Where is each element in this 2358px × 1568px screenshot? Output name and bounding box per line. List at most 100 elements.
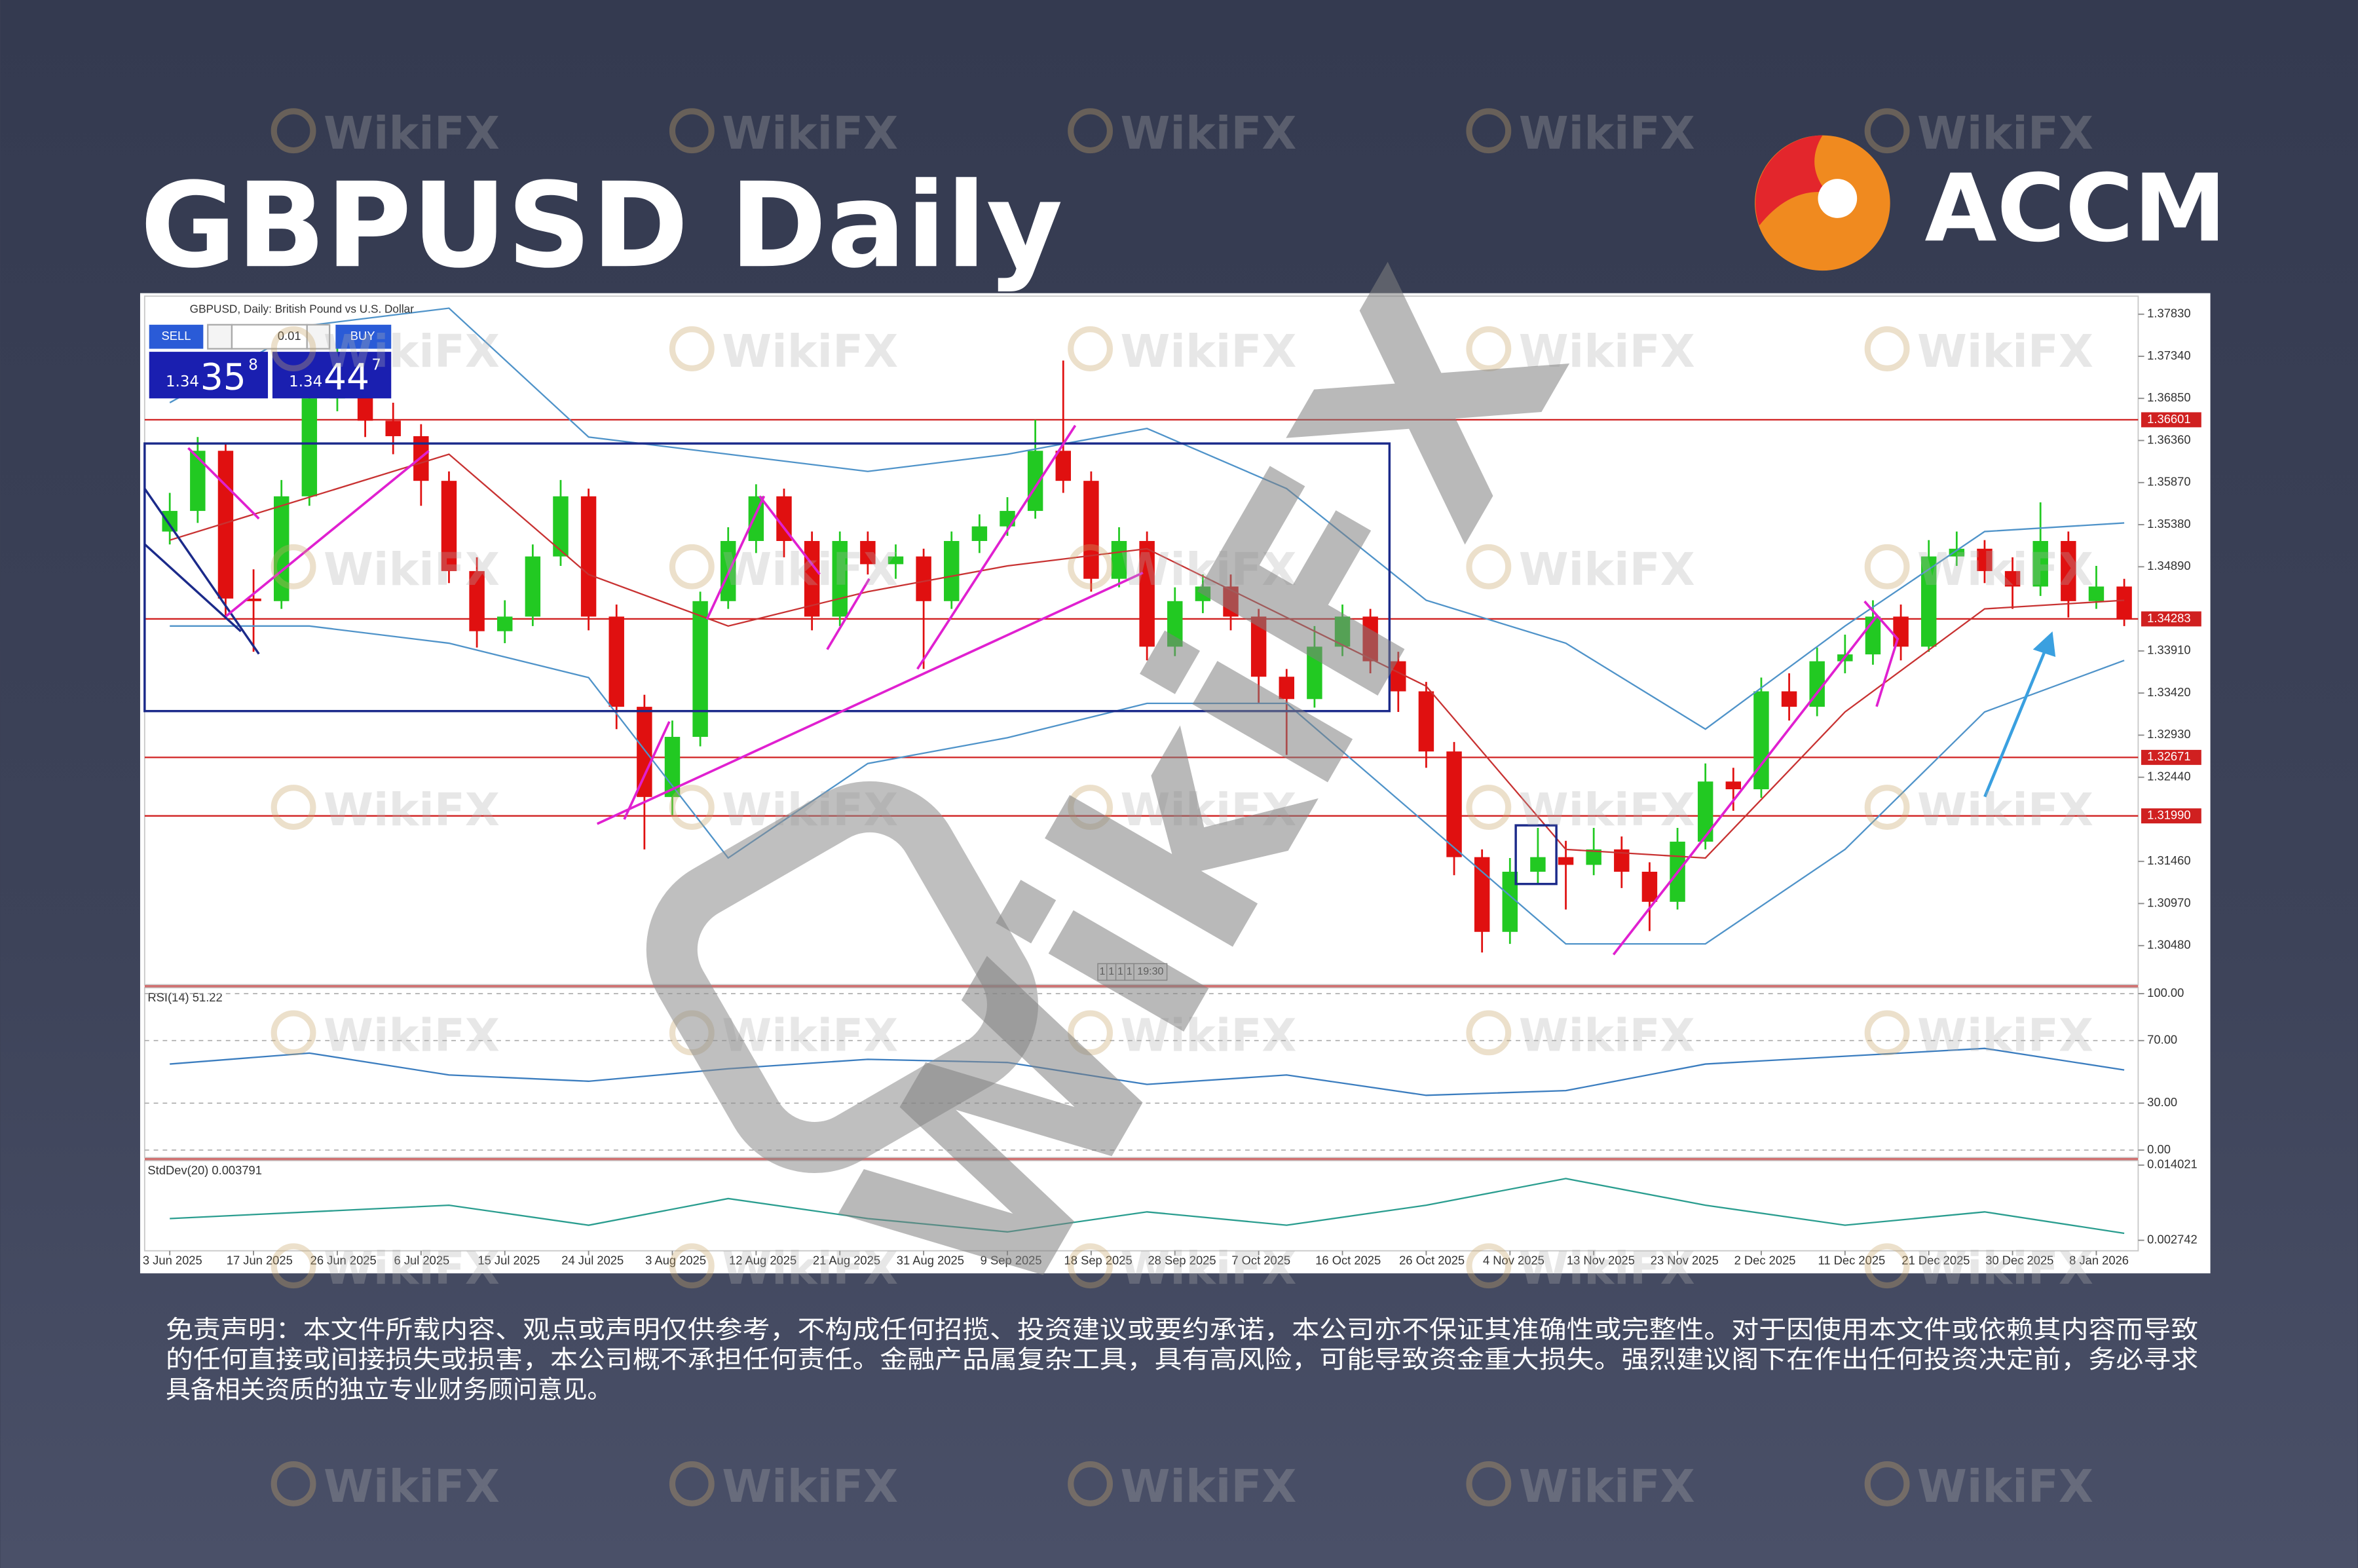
watermark-icon	[1466, 544, 1512, 589]
watermark-text: WikiFX	[324, 326, 500, 378]
watermark-icon	[1466, 1461, 1512, 1506]
y-tick-label: 1.37830	[2147, 307, 2190, 320]
candle-body	[1558, 857, 1574, 865]
x-tick-label: 3 Jun 2025	[143, 1254, 202, 1267]
watermark-text: WikiFX	[1519, 1242, 1695, 1295]
lot-field[interactable]	[231, 324, 308, 350]
consolidation-box	[1514, 824, 1558, 886]
candle-body	[246, 598, 261, 601]
trendline	[187, 447, 260, 520]
chart-frame	[140, 293, 2211, 1274]
candle-body	[1223, 586, 1239, 617]
watermark-icon	[271, 785, 316, 831]
candle-body	[1195, 586, 1211, 601]
x-tick-label: 30 Dec 2025	[1985, 1254, 2053, 1267]
trendline	[705, 495, 766, 620]
watermark-icon	[1068, 1243, 1114, 1289]
arrow-shaft	[1983, 643, 2049, 798]
x-tick-label: 3 Aug 2025	[645, 1254, 706, 1267]
watermark-icon	[1864, 326, 1910, 371]
watermark-icon	[669, 785, 715, 831]
candle-body	[1586, 849, 1601, 865]
disclaimer: 免责声明：本文件所载内容、观点或声明仅供参考，不构成任何招揽、投资建议或要约承诺…	[166, 1315, 2198, 1404]
x-tick-label: 24 Jul 2025	[561, 1254, 624, 1267]
chart: GBPUSD, Daily: British Pound vs U.S. Dol…	[143, 295, 2201, 1267]
watermark-text: WikiFX	[1917, 544, 2093, 596]
candle-body	[776, 496, 792, 541]
watermark-text: WikiFX	[324, 1242, 500, 1295]
channel-line	[143, 543, 242, 633]
candle-body	[441, 481, 457, 571]
candle-body	[2116, 586, 2132, 620]
x-tick-label: 12 Aug 2025	[729, 1254, 796, 1267]
ask-box[interactable]	[272, 352, 392, 399]
watermark-icon	[1466, 108, 1512, 154]
candle-body	[1279, 677, 1295, 700]
x-tick-label: 21 Dec 2025	[1901, 1254, 1970, 1267]
watermark-icon	[1864, 544, 1910, 589]
watermark-text: WikiFX	[324, 1461, 500, 1513]
candle-body	[608, 616, 624, 707]
watermark-icon	[1068, 544, 1114, 589]
trendline	[225, 450, 430, 618]
y-tick-label: 100.00	[2147, 986, 2184, 999]
candle-body	[916, 556, 931, 601]
watermark-text: WikiFX	[1120, 1242, 1296, 1295]
sell-button[interactable]	[149, 324, 204, 349]
ask-main: 44	[324, 356, 369, 398]
watermark-icon	[1068, 1461, 1114, 1506]
candle-body	[1753, 691, 1769, 790]
watermark-text: WikiFX	[1917, 784, 2093, 836]
candle-body	[1362, 616, 1378, 662]
lot-dropdown[interactable]	[207, 324, 233, 350]
candle-body	[1083, 481, 1099, 579]
price-level-label: 1.32671	[2147, 749, 2190, 763]
x-tick-label: 26 Oct 2025	[1399, 1254, 1465, 1267]
buy-button[interactable]	[335, 324, 392, 349]
y-tick-label: 1.37340	[2147, 348, 2190, 362]
candle-body	[1920, 556, 1937, 647]
price-level-tag	[2141, 412, 2201, 428]
price-level-tag	[2141, 611, 2201, 627]
main-plot	[144, 307, 2139, 953]
x-tick-label: 23 Nov 2025	[1651, 1254, 1719, 1267]
watermark-icon	[1864, 1243, 1910, 1289]
x-tick-label: 21 Aug 2025	[813, 1254, 880, 1267]
watermark-text: WikiFX	[1917, 1242, 2093, 1295]
disclaimer-line: 具备相关资质的独立专业财务顾问意见。	[166, 1375, 612, 1404]
y-tick-label: 1.33910	[2147, 643, 2190, 657]
y-tick-label: 1.36850	[2147, 390, 2190, 404]
x-tick-label: 31 Aug 2025	[897, 1254, 964, 1267]
lot-spinner[interactable]	[306, 324, 331, 350]
channel-line	[143, 487, 260, 655]
watermark-icon	[1466, 785, 1512, 831]
y-tick-label: 1.32440	[2147, 770, 2190, 783]
watermark-text: WikiFX	[324, 544, 500, 596]
candle-body	[1614, 849, 1630, 872]
watermark-icon	[1466, 1243, 1512, 1289]
watermark-icon	[669, 544, 715, 589]
watermarks: WikiFX WikiFX WikiFX WikiFX WikiFX WikiFX Wiki…	[271, 107, 2093, 1513]
indicator-line	[170, 1047, 2125, 1096]
candle-body	[496, 616, 513, 631]
x-tick-label: 16 Oct 2025	[1315, 1254, 1381, 1267]
bid-main: 35	[200, 356, 246, 398]
y-tick-label: 1.35380	[2147, 517, 2190, 531]
bid-fraction: 8	[248, 357, 258, 374]
x-tick-label: 7 Oct 2025	[1231, 1254, 1290, 1267]
watermark-icon	[669, 1461, 715, 1506]
watermark-text: WikiFX	[324, 784, 500, 836]
candle-body	[1781, 691, 1797, 707]
watermark-text: WikiFX	[1120, 784, 1296, 836]
watermark-icon	[1864, 1461, 1910, 1506]
x-tick-label: 15 Jul 2025	[477, 1254, 540, 1267]
candle-body	[553, 496, 569, 557]
y-tick-label: 1.36360	[2147, 432, 2190, 446]
watermark-text: WikiFX	[1917, 107, 2093, 160]
watermark-text: WikiFX	[1917, 326, 2093, 378]
indicator-line	[169, 453, 2125, 859]
candle-body	[469, 570, 485, 631]
bid-box[interactable]	[149, 352, 269, 399]
watermark-icon	[1068, 1010, 1114, 1056]
